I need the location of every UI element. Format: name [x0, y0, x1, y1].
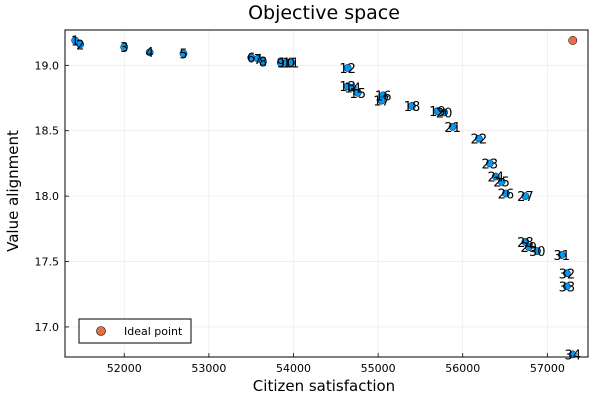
solution-point-21: [448, 122, 457, 131]
point-label-2: 2: [76, 38, 84, 53]
point-label-26: 26: [498, 188, 515, 203]
solution-point-31: [557, 251, 566, 259]
solution-point-2: [76, 40, 85, 49]
x-tick-label: 54000: [276, 362, 311, 375]
solution-point-33: [562, 282, 571, 291]
x-axis-title: Citizen satisfaction: [253, 377, 395, 395]
point-label-33: 33: [559, 280, 576, 295]
point-label-4: 4: [145, 46, 153, 61]
solution-point-29: [524, 243, 533, 251]
solution-point-18: [408, 102, 416, 110]
point-label-17: 17: [373, 95, 390, 110]
y-tick-label: 18.0: [35, 190, 60, 203]
point-label-31: 31: [553, 249, 570, 264]
solution-point-11: [287, 58, 295, 67]
point-label-16: 16: [375, 89, 392, 104]
solution-point-23: [485, 159, 494, 168]
solution-point-5: [179, 49, 188, 58]
data-points: [71, 36, 578, 359]
solution-point-22: [474, 134, 483, 143]
solution-point-1: [71, 36, 80, 45]
point-label-21: 21: [444, 121, 461, 136]
x-tick-label: 57000: [530, 362, 565, 375]
point-label-7: 7: [254, 53, 262, 68]
x-tick-label: 53000: [191, 362, 226, 375]
axis-ticks: 52000 53000 54000 55000 56000 57000 17.0 17.5 18…: [35, 59, 565, 375]
point-label-5: 5: [179, 48, 187, 63]
point-label-8: 8: [259, 55, 267, 70]
solution-point-30: [533, 247, 542, 255]
x-tick-label: 52000: [107, 362, 142, 375]
point-label-25: 25: [493, 176, 510, 191]
point-label-24: 24: [487, 170, 504, 185]
y-tick-label: 17.0: [35, 321, 60, 334]
point-label-9: 9: [277, 57, 285, 72]
point-label-22: 22: [471, 133, 488, 148]
point-label-1: 1: [71, 34, 79, 49]
solution-point-25: [497, 177, 506, 186]
point-label-20: 20: [436, 106, 453, 121]
solution-point-17: [377, 96, 386, 105]
point-label-19: 19: [429, 105, 446, 120]
point-label-30: 30: [529, 245, 546, 260]
legend: Ideal point: [78, 318, 192, 344]
point-label-18: 18: [404, 100, 421, 115]
point-label-23: 23: [482, 157, 499, 172]
solution-point-32: [562, 269, 571, 278]
solution-point-12: [343, 64, 352, 72]
point-label-28: 28: [517, 236, 534, 251]
solution-point-24: [491, 172, 500, 181]
y-tick-label: 18.5: [35, 125, 60, 138]
point-label-10: 10: [278, 57, 295, 72]
point-label-11: 11: [283, 57, 300, 72]
point-label-34: 34: [564, 348, 581, 363]
point-label-14: 14: [344, 82, 361, 97]
point-label-15: 15: [350, 87, 367, 102]
legend-label-ideal-point: Ideal point: [124, 325, 183, 338]
solution-point-14: [348, 83, 357, 92]
ideal-point-marker: [568, 36, 578, 45]
solution-point-4: [145, 48, 154, 57]
point-label-3: 3: [120, 41, 128, 56]
x-tick-label: 55000: [361, 362, 396, 375]
solution-point-26: [502, 189, 510, 198]
solution-point-15: [353, 88, 362, 97]
y-tick-label: 19.0: [35, 59, 60, 72]
solution-point-34: [568, 350, 577, 359]
point-label-27: 27: [517, 190, 534, 205]
solution-point-3: [120, 43, 129, 51]
x-tick-label: 56000: [445, 362, 480, 375]
gridlines: [65, 30, 588, 357]
solution-point-20: [440, 108, 448, 117]
point-label-6: 6: [247, 51, 255, 66]
y-axis-title: Value alignment: [4, 130, 22, 252]
point-label-29: 29: [520, 241, 537, 256]
point-label-32: 32: [559, 267, 576, 282]
solution-point-27: [521, 192, 530, 200]
point-label-12: 12: [339, 62, 356, 77]
chart-title: Objective space: [248, 2, 400, 24]
legend-marker-ideal-point: [96, 326, 106, 336]
plot-area-frame: [64, 29, 589, 358]
y-tick-label: 17.5: [35, 256, 60, 269]
point-label-13: 13: [339, 80, 356, 95]
solution-point-8: [259, 57, 267, 66]
